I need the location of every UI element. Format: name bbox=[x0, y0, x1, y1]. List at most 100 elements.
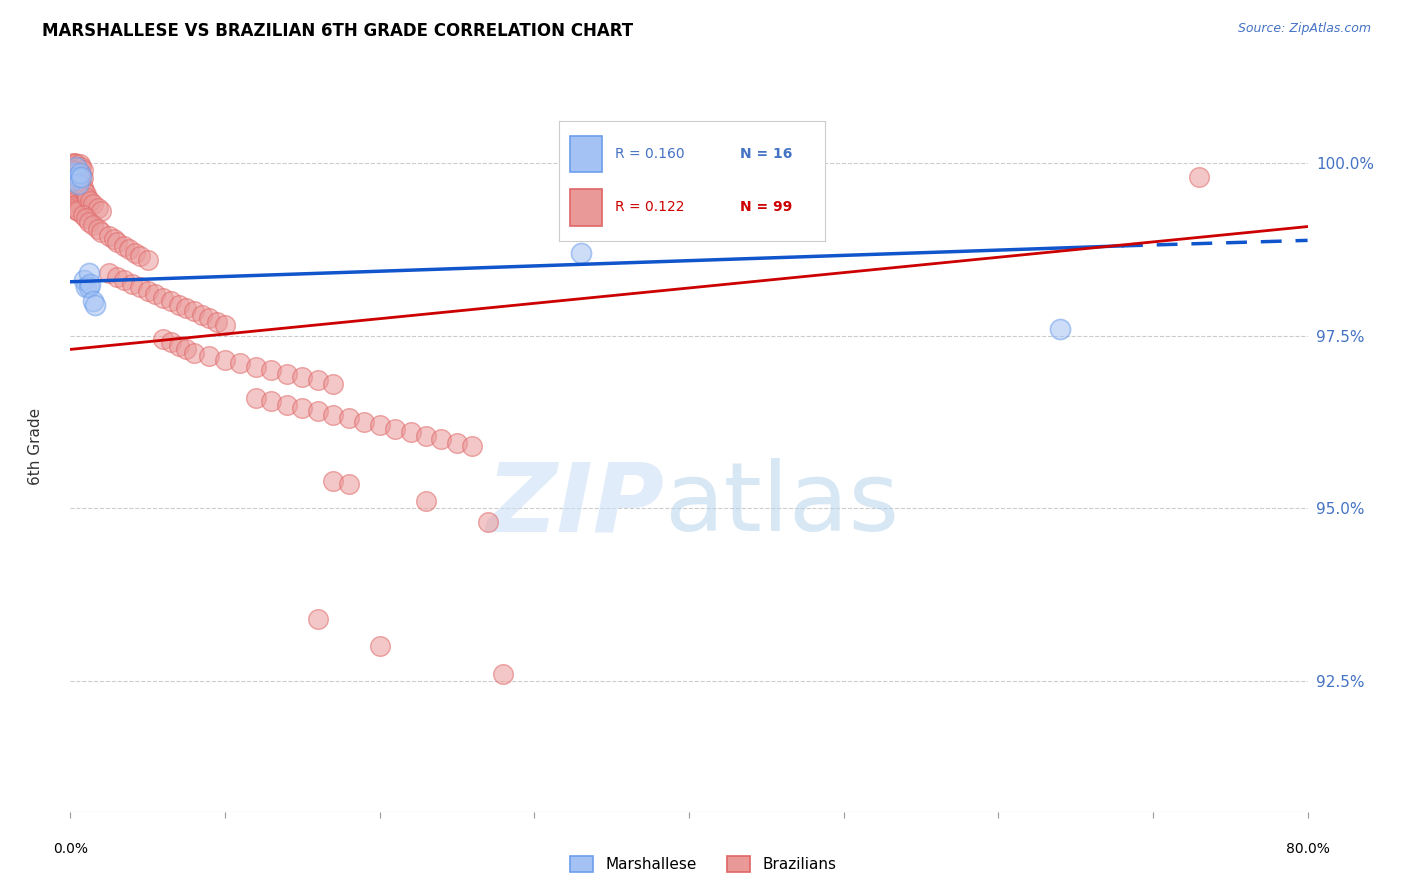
Point bbox=[62, 171, 84, 186]
Point bbox=[63, 173, 86, 187]
Point bbox=[307, 404, 329, 418]
Point bbox=[1049, 321, 1071, 335]
Point bbox=[461, 439, 484, 453]
Point bbox=[214, 352, 236, 367]
Point bbox=[65, 157, 87, 171]
Point bbox=[245, 391, 267, 405]
Point bbox=[73, 273, 96, 287]
Point bbox=[415, 494, 437, 508]
Point bbox=[368, 639, 391, 653]
Point bbox=[214, 318, 236, 333]
Point bbox=[73, 184, 96, 198]
Text: MARSHALLESE VS BRAZILIAN 6TH GRADE CORRELATION CHART: MARSHALLESE VS BRAZILIAN 6TH GRADE CORRE… bbox=[42, 22, 633, 40]
Point bbox=[69, 166, 91, 180]
Point bbox=[65, 202, 87, 217]
Point bbox=[63, 164, 86, 178]
Point bbox=[114, 273, 135, 287]
Point bbox=[353, 415, 375, 429]
Point bbox=[70, 169, 93, 183]
Point bbox=[67, 177, 90, 191]
Point bbox=[368, 418, 391, 433]
Point bbox=[399, 425, 422, 440]
Point bbox=[62, 199, 84, 213]
Text: 80.0%: 80.0% bbox=[1285, 842, 1330, 856]
Point bbox=[67, 204, 90, 219]
Point bbox=[65, 160, 87, 174]
Text: Source: ZipAtlas.com: Source: ZipAtlas.com bbox=[1237, 22, 1371, 36]
Point bbox=[79, 194, 101, 208]
Text: 6th Grade: 6th Grade bbox=[28, 408, 44, 484]
Point bbox=[198, 349, 221, 363]
Point bbox=[183, 346, 205, 360]
Point bbox=[129, 249, 152, 263]
Point bbox=[79, 277, 101, 291]
Point bbox=[174, 301, 197, 315]
Point bbox=[322, 408, 344, 422]
Text: atlas: atlas bbox=[664, 458, 900, 551]
Point bbox=[84, 297, 107, 311]
Point bbox=[67, 169, 90, 184]
Point bbox=[69, 157, 91, 171]
Point bbox=[90, 225, 112, 239]
Point bbox=[260, 363, 283, 377]
Point bbox=[103, 232, 125, 246]
Point bbox=[152, 291, 174, 305]
Point bbox=[67, 160, 90, 174]
Point bbox=[105, 269, 128, 284]
Point bbox=[65, 166, 87, 180]
Point bbox=[152, 332, 174, 346]
Point bbox=[87, 201, 110, 215]
Point bbox=[76, 191, 98, 205]
Point bbox=[492, 666, 515, 681]
Point bbox=[72, 171, 94, 186]
Point bbox=[62, 156, 84, 170]
Point bbox=[65, 175, 87, 189]
Point bbox=[291, 401, 314, 415]
Point bbox=[77, 215, 100, 229]
Point bbox=[63, 184, 86, 198]
Point bbox=[167, 339, 190, 353]
Point bbox=[65, 185, 87, 199]
Point bbox=[183, 304, 205, 318]
Point bbox=[160, 335, 183, 350]
Point bbox=[63, 156, 86, 170]
Point bbox=[69, 166, 91, 180]
Point bbox=[114, 239, 135, 253]
Point bbox=[77, 267, 100, 281]
Point bbox=[1188, 169, 1211, 184]
Point bbox=[82, 294, 105, 309]
Point bbox=[569, 245, 592, 260]
Point bbox=[82, 218, 105, 232]
Point bbox=[70, 169, 93, 184]
Point bbox=[87, 221, 110, 235]
Point bbox=[337, 411, 360, 425]
Point bbox=[136, 284, 159, 298]
Point bbox=[307, 374, 329, 388]
Point bbox=[69, 178, 91, 193]
Point bbox=[276, 398, 298, 412]
Point bbox=[65, 194, 87, 208]
Point bbox=[62, 182, 84, 196]
Point bbox=[446, 435, 468, 450]
Point bbox=[70, 160, 93, 174]
Point bbox=[90, 204, 112, 219]
Legend: Marshallese, Brazilians: Marshallese, Brazilians bbox=[562, 848, 844, 880]
Point bbox=[118, 243, 141, 257]
Point bbox=[67, 168, 90, 182]
Point bbox=[98, 267, 120, 281]
Point bbox=[260, 394, 283, 409]
Point bbox=[191, 308, 214, 322]
Point bbox=[291, 370, 314, 384]
Point bbox=[307, 611, 329, 625]
Point bbox=[67, 196, 90, 211]
Point bbox=[63, 201, 86, 215]
Point bbox=[124, 245, 146, 260]
Point bbox=[121, 277, 143, 291]
Point bbox=[229, 356, 252, 370]
Point bbox=[322, 474, 344, 488]
Point bbox=[67, 177, 90, 191]
Text: ZIP: ZIP bbox=[486, 458, 664, 551]
Point bbox=[62, 173, 84, 187]
Point bbox=[384, 422, 406, 436]
Point bbox=[430, 432, 453, 446]
